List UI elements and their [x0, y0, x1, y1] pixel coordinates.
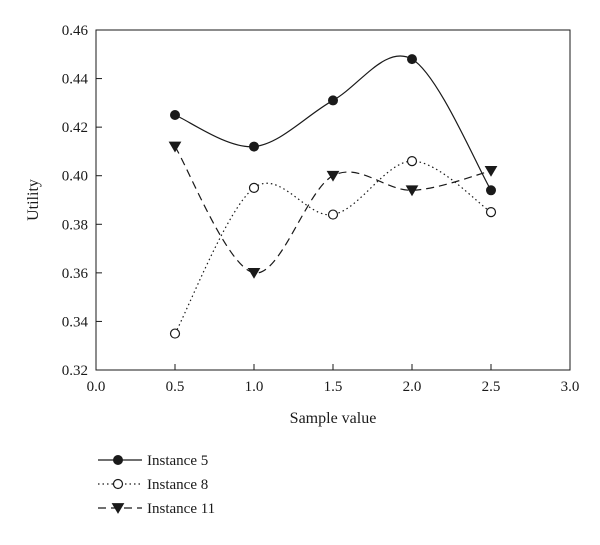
- legend-marker: [112, 478, 124, 490]
- data-point: [485, 207, 497, 218]
- y-axis: 0.32 0.34 0.36 0.38 0.40 0.42 0.44 0.46: [62, 23, 102, 379]
- legend-item: Instance 8: [98, 477, 208, 493]
- legend-label: Instance 5: [147, 453, 208, 469]
- data-point: [247, 267, 261, 279]
- legend: Instance 5 Instance 8 Instance 11: [98, 453, 215, 517]
- x-tick-label: 1.5: [324, 379, 343, 395]
- data-point: [169, 328, 181, 339]
- x-axis: 0.0 0.5 1.0 1.5 2.0 2.5 3.0: [87, 364, 580, 395]
- data-point: [326, 170, 340, 182]
- data-point: [328, 95, 338, 106]
- y-tick-label: 0.40: [62, 169, 88, 185]
- series-layer: [168, 54, 498, 339]
- data-point: [249, 141, 259, 152]
- plot-frame: [95, 29, 571, 371]
- data-point: [170, 110, 180, 120]
- x-tick-label: 0.5: [166, 379, 185, 395]
- legend-label: Instance 8: [147, 477, 208, 493]
- series-line: [174, 160, 492, 334]
- data-point: [168, 141, 182, 153]
- series-3: [168, 141, 498, 279]
- legend-item: Instance 11: [98, 501, 215, 517]
- data-point: [405, 185, 419, 197]
- data-point: [248, 182, 260, 193]
- y-axis-label: Utility: [25, 179, 42, 221]
- y-tick-label: 0.42: [62, 120, 88, 136]
- legend-marker: [113, 455, 123, 465]
- data-point: [407, 54, 417, 65]
- data-point: [327, 209, 339, 220]
- data-point: [484, 165, 498, 177]
- legend-marker: [111, 503, 125, 514]
- y-tick-label: 0.46: [62, 23, 89, 39]
- legend-label: Instance 11: [147, 501, 215, 517]
- y-tick-label: 0.38: [62, 217, 88, 233]
- legend-item: Instance 5: [98, 453, 208, 469]
- x-tick-label: 1.0: [245, 379, 264, 395]
- series-line: [174, 146, 492, 274]
- y-tick-label: 0.32: [62, 363, 88, 379]
- y-tick-label: 0.44: [62, 72, 89, 88]
- data-point: [486, 185, 496, 196]
- x-tick-label: 0.0: [87, 379, 106, 395]
- series-2: [169, 156, 497, 339]
- x-tick-label: 3.0: [561, 379, 580, 395]
- series-line: [174, 55, 492, 191]
- x-tick-label: 2.5: [482, 379, 501, 395]
- x-axis-label: Sample value: [290, 410, 377, 427]
- y-tick-label: 0.34: [62, 314, 89, 330]
- x-tick-label: 2.0: [403, 379, 422, 395]
- series-1: [170, 54, 496, 196]
- data-point: [406, 156, 418, 167]
- y-tick-label: 0.36: [62, 266, 89, 282]
